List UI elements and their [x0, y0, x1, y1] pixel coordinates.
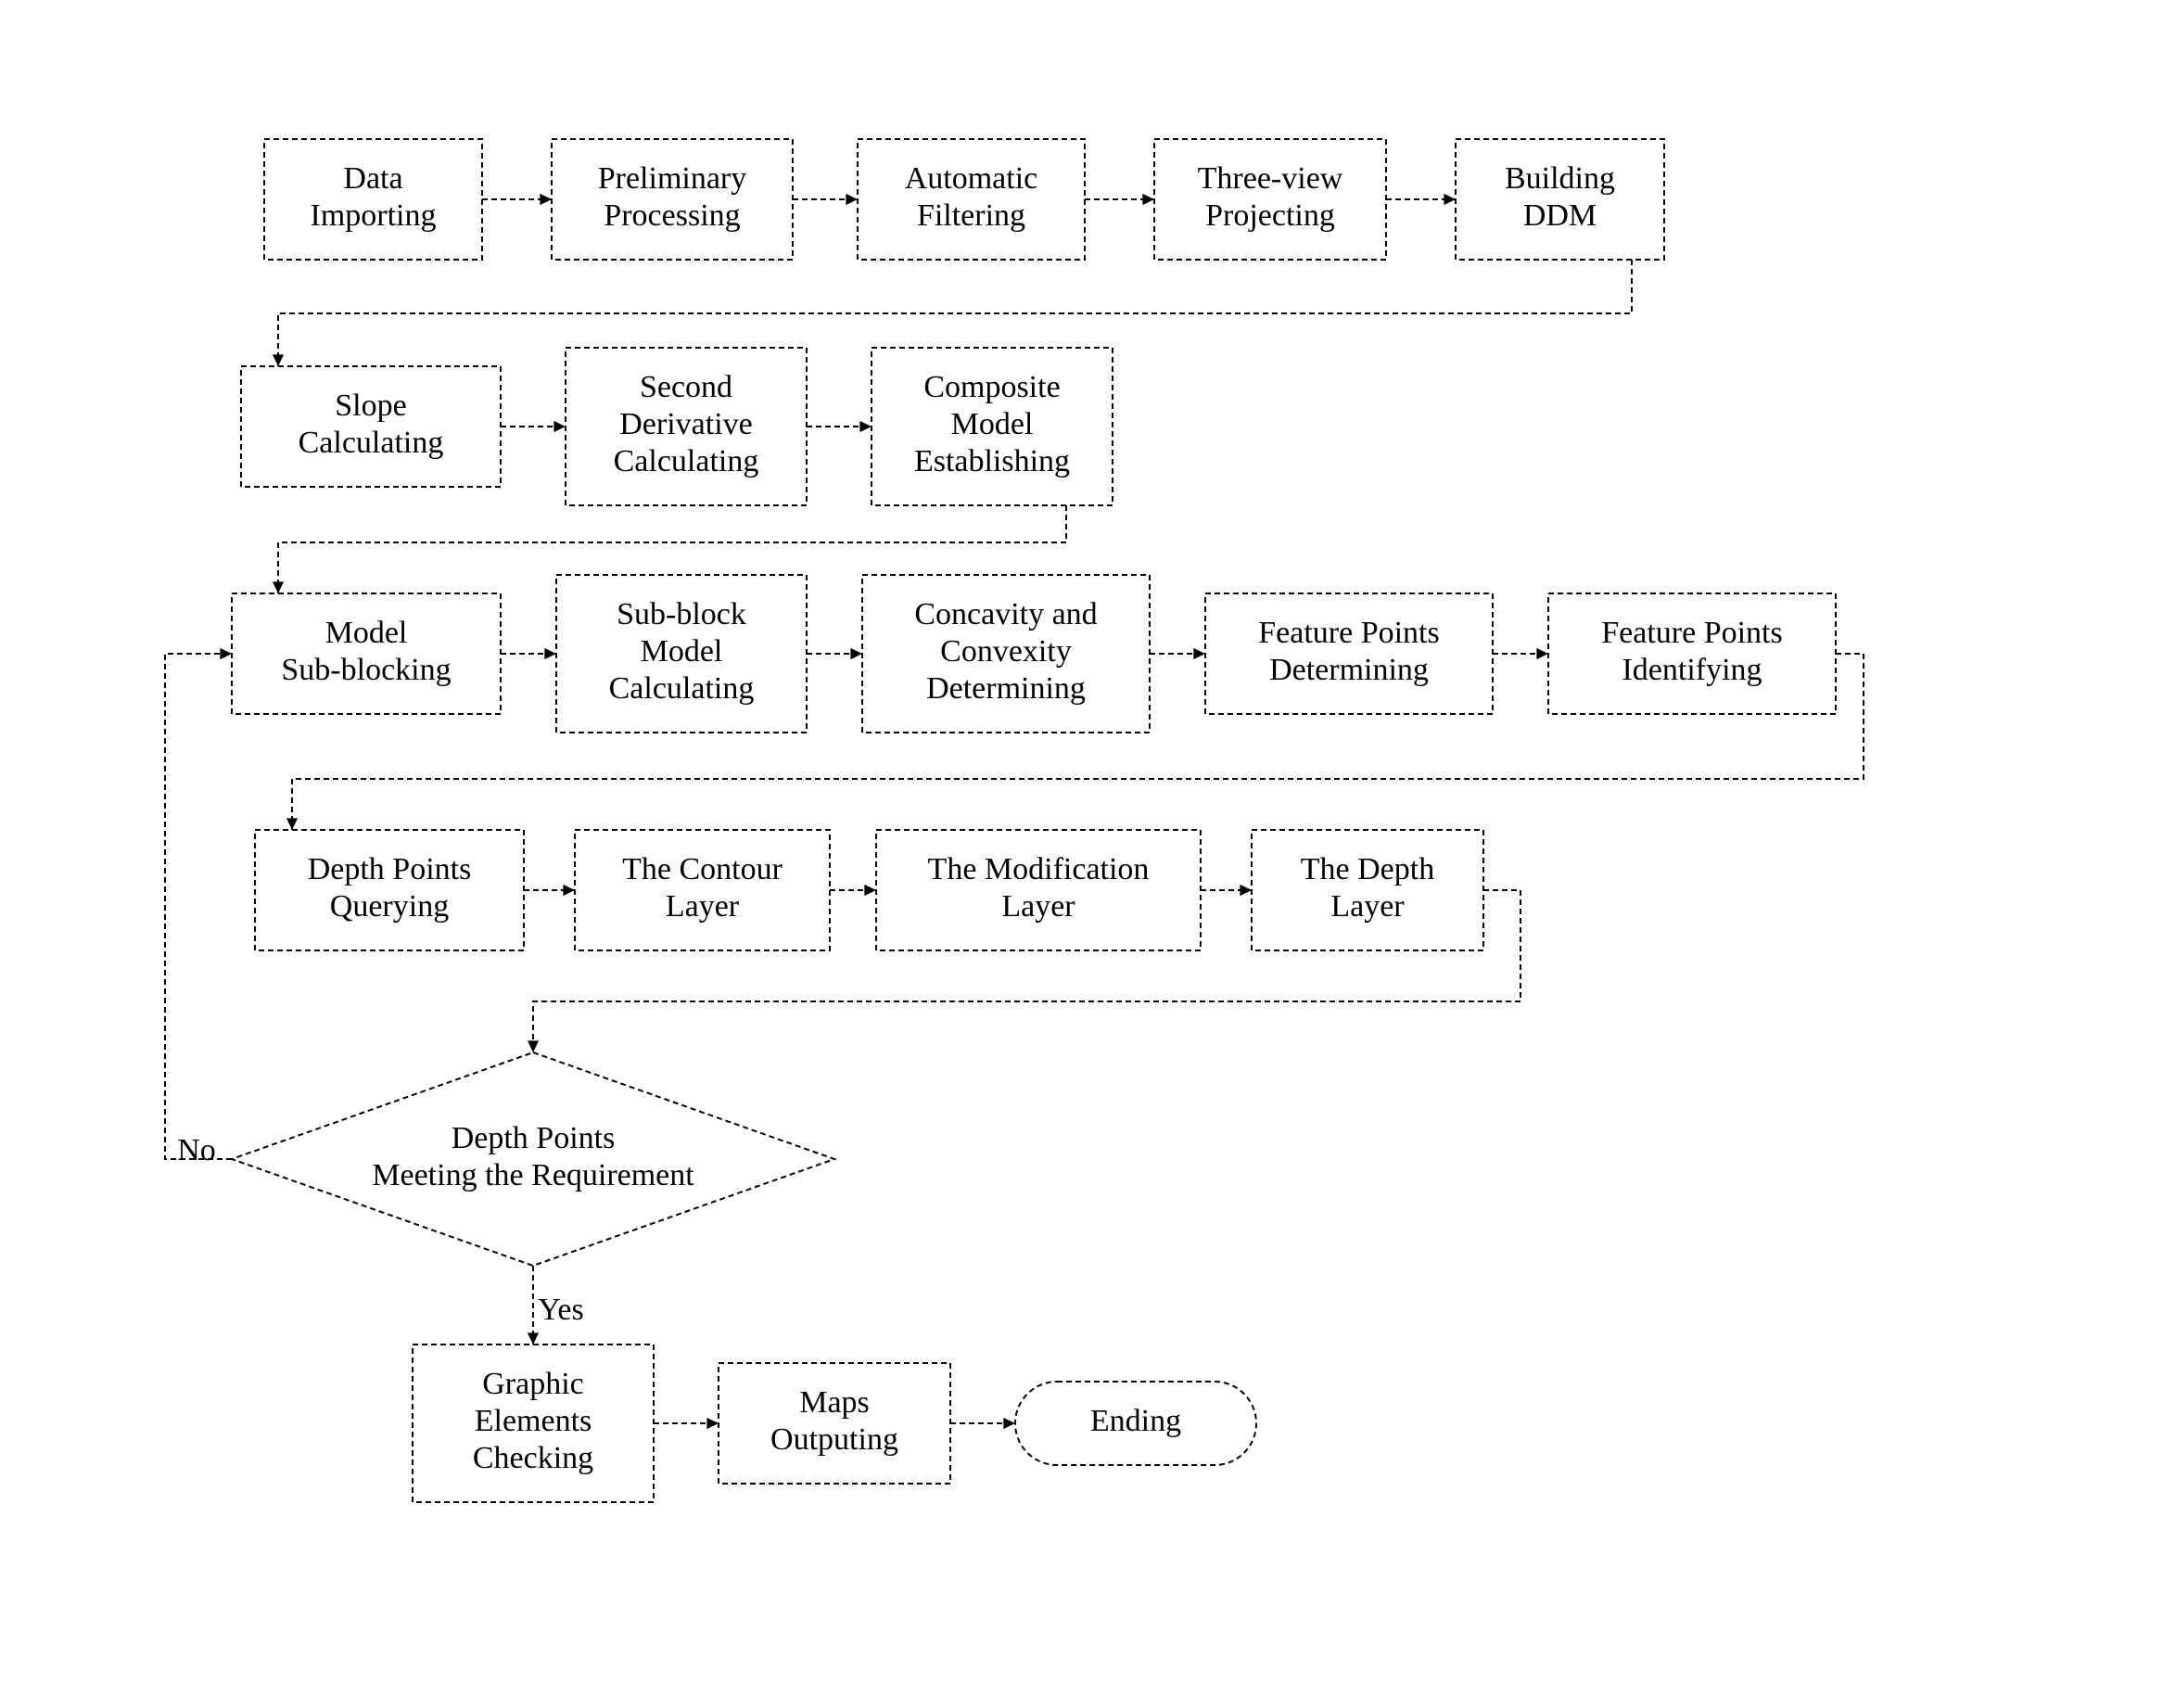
- node-label: Importing: [311, 198, 437, 233]
- arrowhead: [528, 1332, 539, 1345]
- node-label: Feature Points: [1601, 616, 1782, 650]
- arrowhead: [286, 818, 298, 830]
- node-label: Layer: [1001, 889, 1075, 924]
- arrowhead: [273, 581, 284, 593]
- node-label: Checking: [473, 1441, 593, 1475]
- edge-label: No: [177, 1133, 216, 1167]
- arrowhead: [563, 885, 575, 896]
- node-label: Identifying: [1622, 653, 1762, 687]
- arrowhead: [706, 1418, 719, 1429]
- node-label: Processing: [604, 198, 740, 233]
- node-label: Three-view: [1198, 161, 1343, 196]
- node-label: Model: [951, 407, 1034, 441]
- node-label: Feature Points: [1258, 616, 1439, 650]
- node-label: Outputing: [770, 1422, 898, 1457]
- arrowhead: [1003, 1418, 1015, 1429]
- arrowhead: [846, 194, 858, 205]
- arrowhead: [528, 1040, 539, 1052]
- arrowhead: [220, 648, 232, 659]
- node-label: Projecting: [1205, 198, 1335, 233]
- node-label: Querying: [330, 889, 449, 924]
- node-label: Calculating: [299, 426, 444, 460]
- node-label: Layer: [1330, 889, 1405, 924]
- node-label: Slope: [335, 389, 406, 423]
- node-label: Layer: [666, 889, 740, 924]
- arrowhead: [1142, 194, 1154, 205]
- node-label: Composite: [923, 370, 1060, 404]
- node-label: Depth Points: [308, 852, 472, 886]
- node-label: Ending: [1090, 1404, 1181, 1438]
- arrowhead: [1193, 648, 1205, 659]
- node-label: Data: [343, 161, 402, 196]
- node-label: Sub-blocking: [281, 653, 451, 687]
- arrowhead: [540, 194, 552, 205]
- node-label: Maps: [799, 1385, 870, 1420]
- node-label: Building: [1505, 161, 1615, 196]
- node-label: Second: [640, 370, 732, 404]
- node-label: Derivative: [619, 407, 753, 441]
- node-label: Calculating: [609, 671, 755, 706]
- flowchart-canvas: Yes No DataImporting PreliminaryProcessing A…: [0, 0, 2163, 1708]
- node-label: Sub-block: [617, 597, 746, 631]
- node-label: The Modification: [928, 852, 1150, 886]
- node-label: Elements: [475, 1404, 592, 1438]
- node-label: DDM: [1523, 198, 1597, 233]
- node-label: Concavity and: [914, 597, 1097, 631]
- node-label: Determining: [1269, 653, 1429, 687]
- arrowhead: [864, 885, 876, 896]
- node-label: Graphic: [482, 1367, 584, 1401]
- node-label: Filtering: [917, 198, 1025, 233]
- node-label: Meeting the Requirement: [372, 1158, 694, 1192]
- node-label: The Depth: [1301, 852, 1434, 886]
- node-label: Model: [325, 616, 408, 650]
- node-label: Determining: [926, 671, 1086, 706]
- edge-label: Yes: [538, 1293, 583, 1327]
- arrowhead: [273, 354, 284, 366]
- node-label: Preliminary: [598, 161, 747, 196]
- arrowhead: [850, 648, 862, 659]
- edge: [165, 654, 232, 1159]
- node-label: Depth Points: [452, 1121, 616, 1155]
- arrowhead: [553, 421, 566, 432]
- node-label: Automatic: [905, 161, 1038, 196]
- node-label: Convexity: [940, 634, 1072, 669]
- arrowhead: [544, 648, 556, 659]
- arrowhead: [859, 421, 872, 432]
- node-label: The Contour: [622, 852, 782, 886]
- arrowhead: [1444, 194, 1456, 205]
- arrowhead: [1536, 648, 1548, 659]
- node-label: Calculating: [614, 444, 759, 478]
- arrowhead: [1240, 885, 1252, 896]
- node-label: Establishing: [914, 444, 1070, 478]
- node-label: Model: [641, 634, 723, 669]
